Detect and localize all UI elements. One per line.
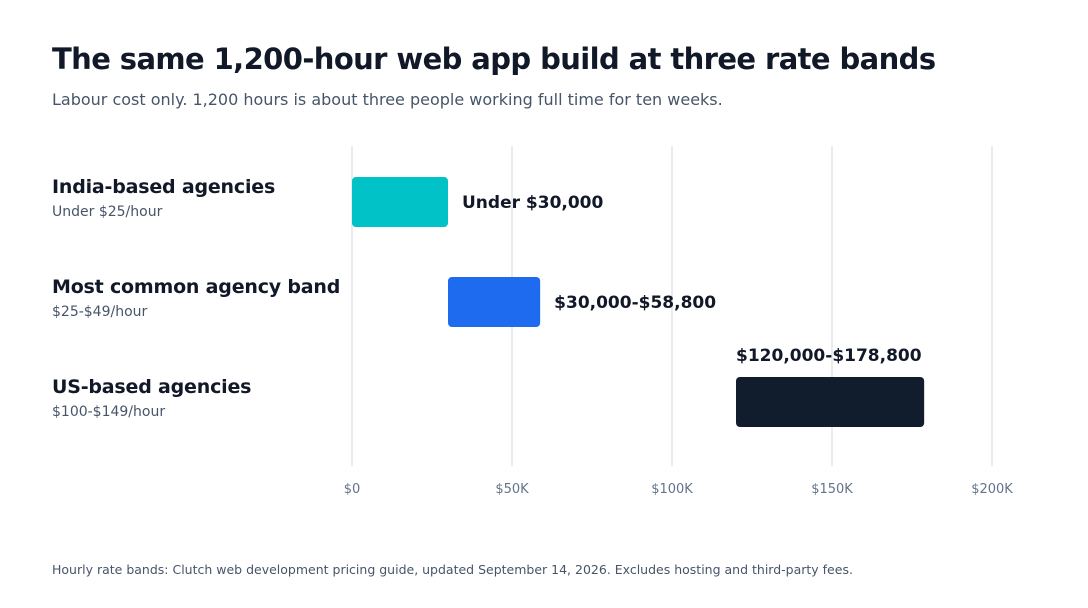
x-tick-label: $200K xyxy=(971,482,1013,497)
bars xyxy=(352,177,925,427)
x-tick-label: $100K xyxy=(651,482,693,497)
data-labels: Under $30,000 $30,000-$58,800 $120,000-$17… xyxy=(462,193,922,366)
bar xyxy=(736,377,925,427)
bar-value-label: $120,000-$178,800 xyxy=(736,346,922,366)
row-label-common-band: Most common agency band $25-$49/hour xyxy=(52,276,342,320)
row-rate: $100-$149/hour xyxy=(52,404,166,420)
row-label-us: US-based agencies $100-$149/hour xyxy=(52,376,342,420)
bar xyxy=(352,177,448,227)
chart-title: The same 1,200-hour web app build at thr… xyxy=(52,42,936,76)
chart-subtitle: Labour cost only. 1,200 hours is about t… xyxy=(52,90,723,109)
bar xyxy=(448,277,541,327)
x-axis-ticks: $0 $50K $100K $150K $200K xyxy=(344,482,1014,497)
row-name: Most common agency band xyxy=(52,276,341,298)
row-rate: Under $25/hour xyxy=(52,204,163,220)
row-name: US-based agencies xyxy=(52,376,252,398)
source-footnote: Hourly rate bands: Clutch web developmen… xyxy=(52,562,853,577)
bar-value-label: $30,000-$58,800 xyxy=(554,293,716,313)
row-rate: $25-$49/hour xyxy=(52,304,148,320)
x-tick-label: $150K xyxy=(811,482,853,497)
x-tick-label: $50K xyxy=(495,482,529,497)
row-name: India-based agencies xyxy=(52,176,276,198)
x-tick-label: $0 xyxy=(344,482,361,497)
row-label-india: India-based agencies Under $25/hour xyxy=(52,176,342,220)
bar-value-label: Under $30,000 xyxy=(462,193,604,213)
